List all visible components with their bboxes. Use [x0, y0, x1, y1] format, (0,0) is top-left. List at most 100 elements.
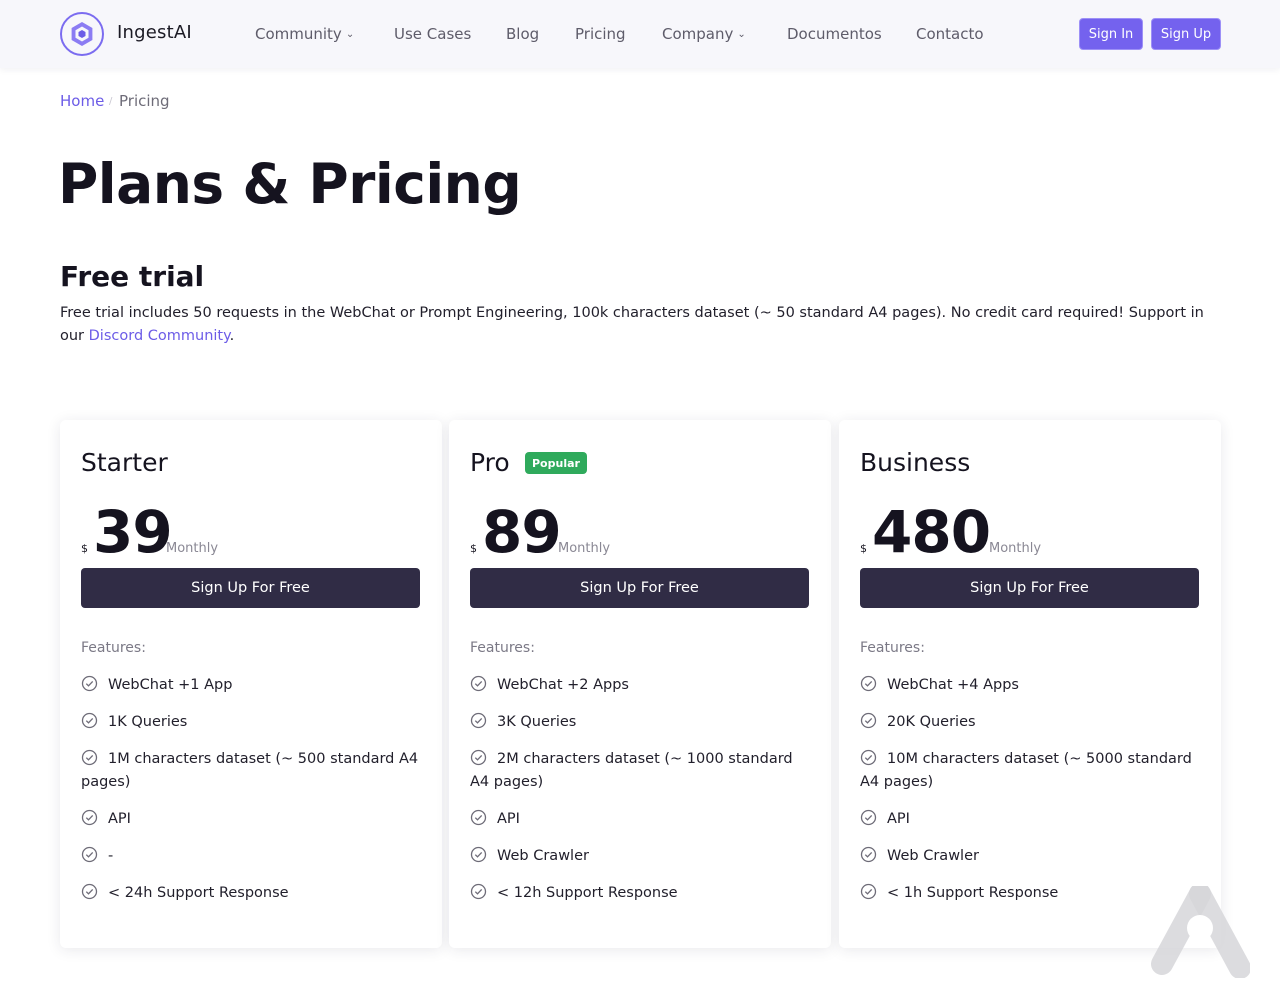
check-circle-icon — [860, 749, 877, 766]
feature-item: 1K Queries — [81, 711, 421, 734]
check-circle-icon — [81, 846, 98, 862]
feature-item: Web Crawler — [470, 845, 810, 868]
top-navbar: IngestAI Community ⌄ Use Cases Blog Prici… — [0, 0, 1280, 68]
plan-name: Starter — [81, 448, 168, 477]
feature-list: WebChat +1 App 1K Queries 1M characters … — [81, 674, 421, 919]
free-trial-text: Free trial includes 50 requests in the W… — [60, 305, 1204, 344]
feature-text: Web Crawler — [887, 847, 979, 864]
feature-text: WebChat +1 App — [108, 677, 233, 693]
brand-name[interactable]: IngestAI — [117, 22, 192, 43]
hexagon-logo-icon[interactable] — [60, 12, 104, 56]
feature-item: < 24h Support Response — [81, 882, 421, 905]
check-circle-icon — [470, 675, 487, 692]
feature-text: WebChat +4 Apps — [887, 677, 1019, 693]
feature-item: 2M characters dataset (~ 1000 standard A… — [470, 748, 810, 793]
feature-item: WebChat +2 Apps — [470, 674, 810, 697]
feature-item: WebChat +1 App — [81, 674, 421, 697]
feature-text: API — [108, 810, 131, 827]
plan-card-business: Business $ 480 Monthly Sign Up For Free … — [839, 420, 1221, 948]
plan-currency: $ — [81, 542, 88, 555]
nav-contacto[interactable]: Contacto — [916, 25, 984, 43]
feature-item: < 12h Support Response — [470, 882, 810, 905]
popular-badge: Popular — [525, 452, 587, 474]
plan-signup-button[interactable]: Sign Up For Free — [81, 568, 420, 608]
check-circle-icon — [860, 846, 877, 862]
features-label: Features: — [81, 640, 146, 656]
feature-item: - — [81, 845, 421, 868]
feature-item: Web Crawler — [860, 845, 1200, 868]
nav-community-label: Community — [255, 25, 342, 43]
feature-item: 3K Queries — [470, 711, 810, 734]
plan-currency: $ — [860, 542, 867, 555]
feature-text: < 24h Support Response — [108, 884, 289, 901]
check-circle-icon — [860, 883, 877, 899]
chevron-down-icon: ⌄ — [737, 29, 746, 40]
chevron-down-icon: ⌄ — [345, 29, 355, 40]
sign-up-button[interactable]: Sign Up — [1151, 18, 1221, 50]
sign-in-button[interactable]: Sign In — [1079, 18, 1143, 50]
feature-item: API — [470, 808, 810, 831]
check-circle-icon — [470, 846, 487, 862]
check-circle-icon — [81, 675, 98, 692]
feature-item: API — [860, 808, 1200, 831]
plan-currency: $ — [470, 542, 477, 555]
feature-item: API — [81, 808, 421, 831]
plan-price: 39 — [93, 498, 173, 566]
feature-list: WebChat +4 Apps 20K Queries 10M characte… — [860, 674, 1200, 919]
check-circle-icon — [860, 809, 877, 825]
check-circle-icon — [81, 749, 98, 766]
plan-price: 89 — [482, 498, 562, 566]
plan-name: Business — [860, 448, 971, 477]
nav-blog[interactable]: Blog — [506, 25, 540, 43]
features-label: Features: — [470, 640, 535, 656]
feature-item: WebChat +4 Apps — [860, 674, 1200, 697]
feature-text: API — [497, 810, 520, 827]
discord-community-link[interactable]: Discord Community — [88, 328, 230, 344]
check-circle-icon — [81, 809, 98, 825]
feature-text: < 12h Support Response — [497, 884, 678, 901]
check-circle-icon — [860, 712, 877, 729]
nav-pricing[interactable]: Pricing — [575, 25, 626, 43]
check-circle-icon — [81, 883, 98, 899]
breadcrumb-separator: / — [109, 96, 113, 107]
feature-text: Web Crawler — [497, 847, 589, 864]
feature-text: < 1h Support Response — [887, 884, 1059, 901]
breadcrumb-home[interactable]: Home — [60, 92, 105, 110]
check-circle-icon — [470, 809, 487, 825]
nav-community[interactable]: Community ⌄ — [255, 25, 354, 43]
plan-card-starter: Starter $ 39 Monthly Sign Up For Free Fe… — [60, 420, 442, 948]
check-circle-icon — [470, 712, 487, 729]
feature-text: - — [108, 847, 114, 864]
feature-list: WebChat +2 Apps 3K Queries 2M characters… — [470, 674, 810, 919]
free-trial-heading: Free trial — [60, 260, 205, 293]
nav-use-cases[interactable]: Use Cases — [394, 25, 472, 43]
feature-text: 10M characters dataset (~ 5000 standard … — [860, 751, 1192, 790]
feature-text: 2M characters dataset (~ 1000 standard A… — [470, 751, 793, 790]
plan-period: Monthly — [558, 541, 611, 556]
plan-name: Pro — [470, 448, 510, 477]
plan-price: 480 — [872, 498, 991, 566]
feature-text: API — [887, 810, 910, 827]
feature-text: 1K Queries — [108, 714, 188, 730]
feature-item: 20K Queries — [860, 711, 1200, 734]
a-logo-watermark-icon — [1151, 886, 1250, 978]
feature-text: WebChat +2 Apps — [497, 677, 629, 693]
free-trial-text-end: . — [229, 328, 235, 344]
feature-text: 1M characters dataset (~ 500 standard A4… — [81, 751, 419, 790]
check-circle-icon — [860, 675, 877, 692]
nav-company[interactable]: Company ⌄ — [662, 25, 746, 43]
check-circle-icon — [470, 883, 487, 899]
feature-text: 20K Queries — [887, 714, 976, 730]
plan-signup-button[interactable]: Sign Up For Free — [470, 568, 809, 608]
free-trial-description: Free trial includes 50 requests in the W… — [60, 302, 1220, 348]
feature-item: 1M characters dataset (~ 500 standard A4… — [81, 748, 421, 793]
feature-item: < 1h Support Response — [860, 882, 1200, 905]
page-title: Plans & Pricing — [58, 152, 522, 216]
features-label: Features: — [860, 640, 925, 656]
plan-period: Monthly — [166, 541, 219, 556]
check-circle-icon — [81, 712, 98, 729]
feature-item: 10M characters dataset (~ 5000 standard … — [860, 748, 1200, 793]
nav-documentos[interactable]: Documentos — [787, 25, 882, 43]
plan-signup-button[interactable]: Sign Up For Free — [860, 568, 1199, 608]
feature-text: 3K Queries — [497, 714, 577, 730]
